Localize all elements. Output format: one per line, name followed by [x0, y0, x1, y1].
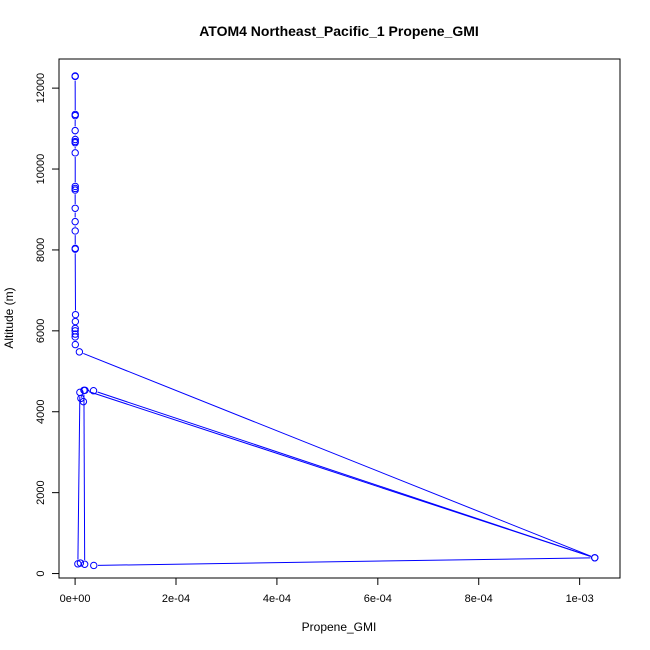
- y-tick-label: 0: [35, 570, 47, 576]
- y-tick-label: 8000: [35, 238, 47, 262]
- y-axis: 0 2000 4000 6000 8000 10000 12000: [35, 73, 60, 577]
- data-point: [80, 386, 88, 395]
- data-point: [71, 135, 79, 144]
- chart-title: ATOM4 Northeast_Pacific_1 Propene_GMI: [199, 23, 479, 39]
- y-tick-label: 2000: [35, 480, 47, 504]
- series-line-segment: [83, 352, 592, 557]
- x-tick-label: 0e+00: [60, 593, 91, 605]
- data-point: [591, 554, 599, 562]
- data-point: [71, 227, 79, 235]
- data-point: [71, 182, 79, 191]
- data-point: [71, 324, 79, 333]
- data-point: [71, 217, 79, 226]
- x-tick-label: 6e-04: [364, 593, 392, 605]
- data-point: [76, 559, 85, 567]
- x-tick-label: 8e-04: [465, 593, 493, 605]
- data-point: [71, 126, 79, 135]
- data-point: [71, 72, 79, 81]
- data-point: [71, 317, 80, 326]
- data-point: [75, 348, 84, 356]
- series-layer: [71, 72, 599, 570]
- data-point: [71, 139, 79, 147]
- data-point: [71, 330, 79, 338]
- y-tick-label: 10000: [35, 154, 47, 185]
- data-point: [71, 340, 79, 349]
- data-point: [71, 204, 79, 212]
- data-point: [71, 333, 79, 341]
- x-axis-label: Propene_GMI: [302, 620, 377, 634]
- data-point: [71, 149, 79, 157]
- data-point: [80, 560, 89, 568]
- data-point: [71, 111, 79, 120]
- series-line-segment: [97, 391, 591, 557]
- data-point: [79, 397, 88, 406]
- series-line-segment: [77, 396, 81, 560]
- data-point: [89, 387, 98, 395]
- data-point: [71, 245, 79, 253]
- y-tick-label: 12000: [35, 73, 47, 104]
- plot-frame: [58, 58, 621, 579]
- x-tick-label: 1e-03: [566, 593, 594, 605]
- series-line-segment: [80, 396, 83, 398]
- data-point: [76, 388, 84, 397]
- data-point: [90, 561, 98, 570]
- y-tick-label: 6000: [35, 319, 47, 343]
- data-point: [71, 186, 79, 194]
- x-tick-label: 2e-04: [162, 593, 190, 605]
- series-line-segment: [83, 394, 86, 561]
- series-line-segment: [97, 557, 591, 566]
- data-point: [71, 310, 80, 319]
- y-tick-label: 4000: [35, 399, 47, 423]
- y-axis-label: Altitude (m): [2, 287, 16, 348]
- x-axis: 0e+00 2e-04 4e-04 6e-04 8e-04 1e-03: [60, 577, 594, 605]
- x-tick-label: 4e-04: [263, 593, 291, 605]
